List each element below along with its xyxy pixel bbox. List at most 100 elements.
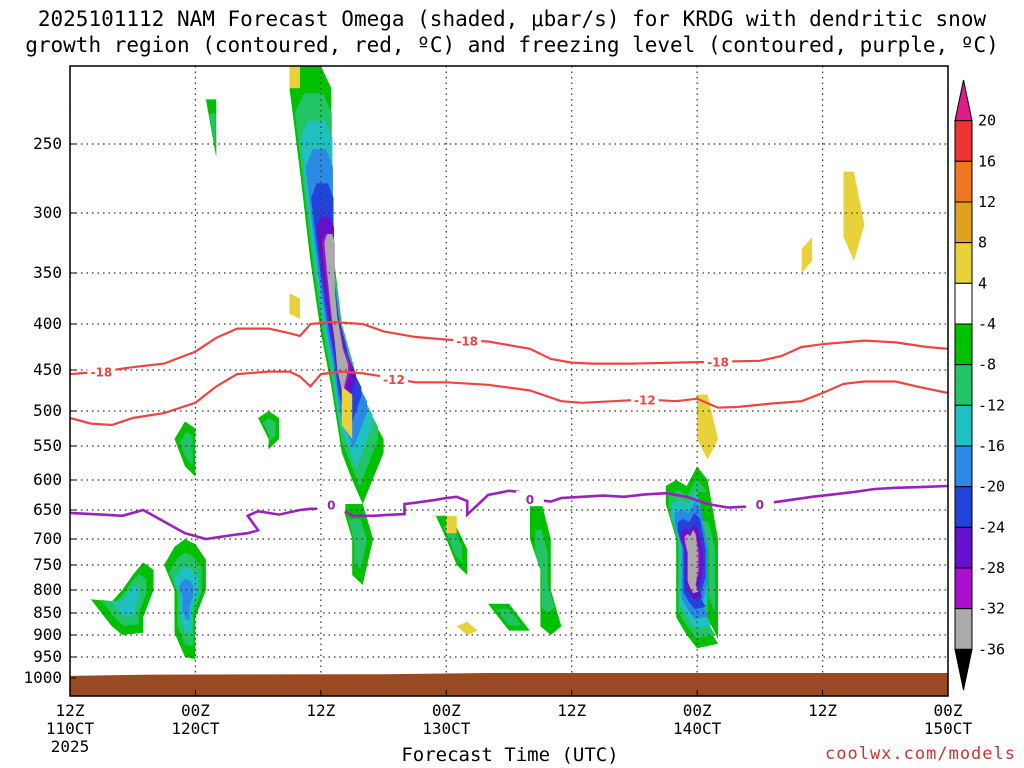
plot-frame [69, 65, 949, 697]
omega-pos-8 [843, 171, 865, 261]
colorbar-bin [954, 608, 973, 650]
omega-level [179, 431, 193, 466]
x-tick-label: 00Z [683, 701, 712, 720]
title-line-2: growth region (contoured, red, ºC) and f… [25, 33, 999, 57]
contour-label: 0 [526, 493, 534, 507]
contour-label: -18 [707, 356, 729, 370]
colorbar-label: -20 [978, 478, 1005, 496]
omega-pos-2 [289, 66, 300, 89]
colorbar-bin [954, 201, 973, 244]
colorbar-label: -8 [978, 356, 996, 374]
omega-level [685, 530, 699, 594]
omega-level [178, 578, 194, 621]
omega-level [262, 418, 276, 442]
omega-level [111, 584, 140, 617]
y-tick-label: 900 [33, 625, 62, 644]
y-tick-label: 700 [33, 529, 62, 548]
colorbar-label: -32 [978, 600, 1005, 618]
contour-label-bg [704, 353, 733, 369]
colorbar-label: -4 [978, 315, 996, 333]
y-tick-label: 650 [33, 500, 62, 519]
colorbar-label: 12 [978, 193, 996, 211]
omega-cell-6 [289, 66, 384, 504]
omega-cell-7 [341, 504, 374, 585]
y-tick-label: 450 [33, 360, 62, 379]
x-tick-label: 00Z [181, 701, 210, 720]
colorbar-bin [954, 282, 973, 325]
x-tick-date-label: 140CT [673, 719, 722, 738]
contour-label-bg [515, 491, 544, 507]
omega-cell-12 [697, 492, 718, 640]
colorbar-bin [954, 445, 973, 488]
y-tick-label: 550 [33, 436, 62, 455]
colorbar-label: -12 [978, 396, 1005, 414]
contour-dgz-minus18 [69, 320, 949, 376]
x-tick-label: 12Z [557, 701, 586, 720]
y-tick-label: 400 [33, 314, 62, 333]
omega-level [535, 529, 555, 614]
colorbar-bin [954, 242, 973, 284]
omega-cell-10 [488, 603, 530, 631]
colorbar-label: 4 [978, 274, 987, 292]
contour-label: -12 [383, 373, 405, 387]
title-line-1: 2025101112 NAM Forecast Omega (shaded, μ… [37, 7, 987, 31]
omega-pos-5 [456, 621, 478, 635]
y-tick-label: 1000 [23, 668, 62, 687]
y-tick-label: 600 [33, 470, 62, 489]
omega-level [324, 234, 348, 394]
contour-label: -18 [456, 335, 478, 349]
x-tick-label: 12Z [808, 701, 837, 720]
omega-level [347, 519, 368, 569]
omega-cell-1 [90, 562, 154, 635]
x-tick-label: 00Z [934, 701, 963, 720]
colorbar-bin [954, 364, 973, 406]
x-tick-label: 00Z [432, 701, 461, 720]
colorbar-bin [954, 120, 973, 162]
colorbar-bottom-triangle [954, 648, 973, 691]
omega-pos-7 [801, 237, 813, 273]
contour-label: -18 [91, 366, 113, 380]
chart-title: 2025101112 NAM Forecast Omega (shaded, μ… [0, 6, 1024, 58]
colorbar-bin [954, 567, 973, 610]
y-tick-label: 800 [33, 580, 62, 599]
contour-label-bg [453, 332, 482, 348]
contour-label-bg [380, 371, 409, 387]
contour-dgz-minus12 [69, 370, 949, 427]
omega-level [496, 609, 522, 626]
credit-text: coolwx.com/models [825, 744, 1016, 764]
colorbar-bin [954, 160, 973, 203]
omega-cell-5 [258, 411, 279, 450]
omega-level [702, 521, 715, 613]
terrain-ground [70, 673, 948, 696]
colorbar-bin [954, 526, 973, 569]
omega-level [209, 113, 216, 175]
colorbar-label: 8 [978, 234, 987, 252]
omega-cell-2 [164, 539, 206, 660]
omega-level [442, 526, 462, 563]
contour-label-bg [630, 391, 659, 407]
contour-label-bg [745, 496, 774, 511]
omega-pos-6 [697, 394, 718, 460]
x-axis-label: Forecast Time (UTC) [401, 744, 619, 766]
contour-label: 0 [327, 499, 335, 513]
contour-label: -12 [634, 394, 656, 408]
colorbar-label: 20 [978, 112, 996, 130]
x-tick-date-label: 150CT [924, 719, 973, 738]
colorbar-bin [954, 486, 973, 528]
omega-cell-8 [435, 515, 468, 575]
contour-label-bg [87, 363, 116, 379]
contour-label-bg [317, 496, 346, 512]
y-tick-label: 250 [33, 134, 62, 153]
x-tick-label: 12Z [306, 701, 335, 720]
omega-cell-9 [529, 498, 562, 635]
y-tick-label: 950 [33, 647, 62, 666]
colorbar-label: -28 [978, 559, 1005, 577]
y-tick-label: 850 [33, 603, 62, 622]
contour-label: 0 [756, 498, 764, 512]
colorbar-label: -16 [978, 437, 1005, 455]
x-tick-date-label: 130CT [422, 719, 471, 738]
omega-pos-3 [341, 386, 353, 439]
colorbar-top-triangle [954, 79, 973, 122]
y-tick-label: 350 [33, 263, 62, 282]
